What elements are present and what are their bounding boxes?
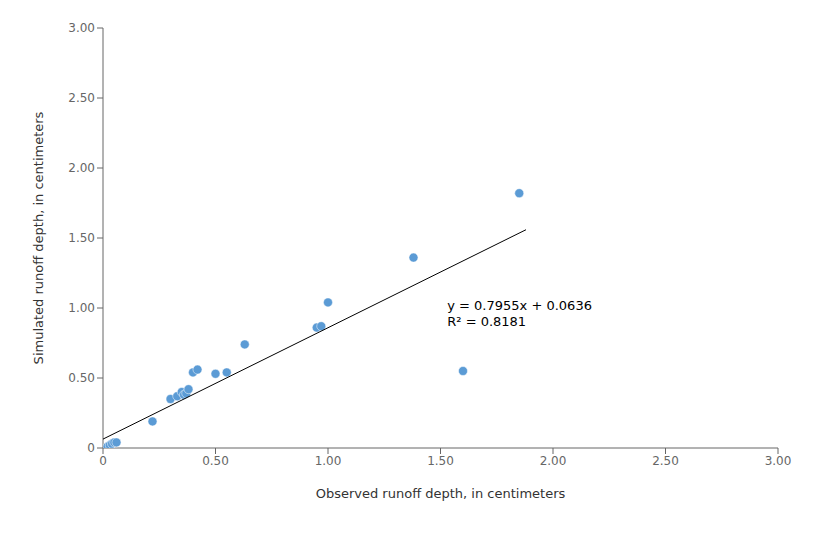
svg-text:0: 0: [87, 441, 95, 455]
svg-text:1.50: 1.50: [427, 454, 454, 468]
svg-text:3.00: 3.00: [68, 21, 95, 35]
svg-text:2.00: 2.00: [540, 454, 567, 468]
svg-text:y = 0.7955x + 0.0636R² = 0.818: y = 0.7955x + 0.0636R² = 0.8181: [447, 298, 592, 329]
svg-text:2.50: 2.50: [68, 91, 95, 105]
svg-text:1.00: 1.00: [68, 301, 95, 315]
svg-text:0.50: 0.50: [68, 371, 95, 385]
svg-text:2.00: 2.00: [68, 161, 95, 175]
svg-text:2.50: 2.50: [652, 454, 679, 468]
svg-text:0.50: 0.50: [202, 454, 229, 468]
svg-text:1.50: 1.50: [68, 231, 95, 245]
svg-text:0: 0: [99, 454, 107, 468]
svg-text:3.00: 3.00: [765, 454, 792, 468]
svg-text:Observed runoff depth, in cent: Observed runoff depth, in centimeters: [316, 486, 566, 501]
svg-text:1.00: 1.00: [315, 454, 342, 468]
svg-text:Simulated runoff depth, in cen: Simulated runoff depth, in centimeters: [31, 111, 46, 364]
